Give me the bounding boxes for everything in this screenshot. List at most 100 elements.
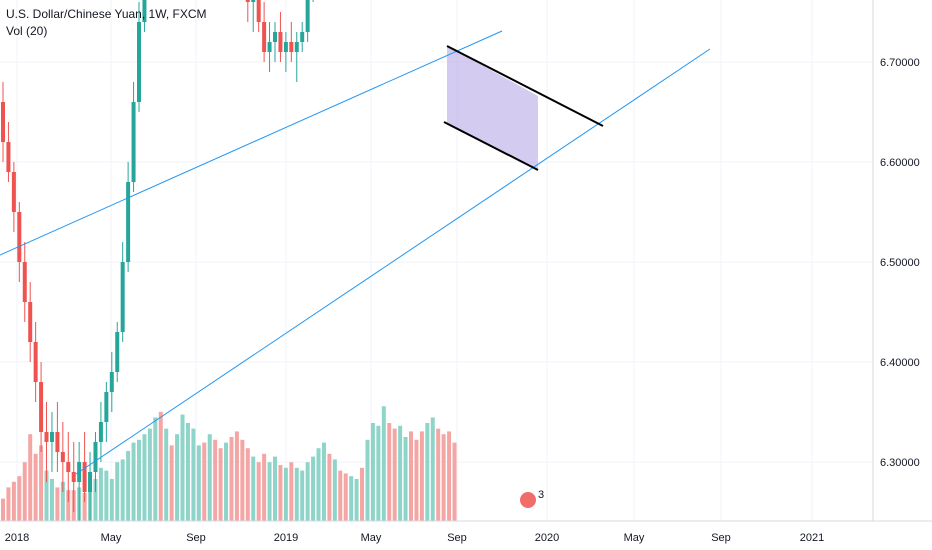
volume-bar	[213, 439, 218, 521]
candle-body	[49, 432, 54, 442]
volume-bar	[398, 425, 403, 521]
candle-body	[60, 452, 65, 462]
candle-body	[251, 0, 256, 2]
candle-body	[109, 372, 114, 392]
time-tick-label: Sep	[447, 532, 467, 544]
candle-body	[131, 102, 136, 182]
volume-bar	[180, 414, 185, 521]
volume-bar	[452, 442, 457, 521]
candle-body	[44, 432, 49, 442]
volume-bar	[175, 434, 180, 521]
volume-bar	[185, 423, 190, 521]
volume-bar	[142, 434, 147, 521]
candle-body	[22, 262, 27, 302]
volume-bar	[202, 442, 207, 521]
price-tick-label: 6.60000	[880, 157, 920, 169]
time-axis-panel[interactable]	[0, 521, 932, 550]
volume-bar	[441, 434, 446, 521]
channel-lower-line[interactable]	[443, 121, 539, 171]
time-tick-label: 2018	[5, 532, 29, 544]
candle-body	[300, 32, 305, 42]
candle-body	[278, 32, 283, 52]
volume-bar	[22, 462, 27, 521]
candle-body	[71, 472, 76, 482]
price-tick-label: 6.30000	[880, 457, 920, 469]
candle-body	[104, 392, 109, 422]
price-axis-panel[interactable]	[873, 0, 932, 550]
event-badge-icon[interactable]	[520, 492, 536, 508]
candle-body	[82, 462, 87, 492]
volume-bar	[39, 445, 44, 521]
volume-bar	[207, 434, 212, 521]
candle-body	[142, 0, 147, 22]
time-tick-label: 2021	[800, 532, 824, 544]
volume-bar	[370, 423, 375, 521]
volume-bar	[316, 448, 321, 521]
volume-bar	[251, 456, 256, 521]
volume-bar	[218, 448, 223, 521]
volume-bar	[409, 431, 413, 521]
candle-body	[262, 22, 267, 52]
volume-bar	[120, 459, 125, 521]
volume-bar	[240, 439, 245, 521]
candle-body	[98, 422, 103, 442]
volume-bar	[414, 439, 419, 521]
volume-bar	[267, 462, 272, 521]
volume-bar	[169, 445, 174, 521]
candle-body	[267, 42, 272, 52]
lower-trendline[interactable]	[75, 48, 711, 475]
volume-bar	[387, 423, 392, 521]
volume-bar	[164, 428, 169, 521]
volume-bar	[234, 431, 239, 521]
candle-body	[1, 102, 5, 142]
volume-bar	[158, 411, 163, 521]
candle-body	[28, 302, 33, 342]
candle-body	[93, 442, 98, 472]
channel-upper-line[interactable]	[446, 45, 604, 127]
candle-body	[17, 212, 22, 262]
volume-bar	[191, 428, 196, 521]
volume-bar	[153, 417, 158, 521]
volume-bar	[354, 479, 359, 521]
candle-body	[11, 172, 16, 212]
volume-bar	[6, 487, 11, 521]
volume-bar	[349, 476, 354, 521]
volume-bar	[381, 406, 386, 521]
upper-trendline[interactable]	[0, 30, 503, 256]
volume-bar	[98, 467, 103, 521]
time-tick-label: 2020	[535, 532, 559, 544]
volume-bar	[28, 434, 33, 521]
candle-body	[294, 42, 299, 52]
time-tick-label: 2019	[274, 532, 298, 544]
volume-bar	[49, 479, 54, 521]
candle-body	[126, 182, 131, 262]
candle-body	[39, 382, 44, 432]
volume-bar	[245, 448, 250, 521]
volume-bar	[256, 462, 261, 521]
volume-bar	[300, 470, 305, 521]
candle-body	[88, 472, 93, 492]
candle-body	[115, 332, 120, 372]
volume-bar	[17, 476, 22, 521]
event-badge-label: 3	[538, 489, 544, 501]
time-tick-label: May	[624, 532, 645, 544]
volume-indicator-label: Vol (20)	[6, 24, 48, 38]
volume-bar	[376, 425, 381, 521]
volume-bar	[126, 451, 131, 521]
volume-bar	[44, 470, 49, 521]
volume-bar	[82, 493, 87, 521]
price-tick-label: 6.70000	[880, 57, 920, 69]
volume-bar	[332, 459, 337, 521]
volume-bar	[196, 445, 201, 521]
time-tick-label: May	[361, 532, 382, 544]
volume-bar	[365, 439, 370, 521]
candle-body	[33, 342, 38, 382]
volume-bar	[321, 442, 326, 521]
volume-bar	[283, 467, 288, 521]
time-tick-label: Sep	[711, 532, 731, 544]
candle-body	[6, 142, 11, 172]
price-tick-label: 6.40000	[880, 357, 920, 369]
volume-bar	[115, 462, 120, 521]
